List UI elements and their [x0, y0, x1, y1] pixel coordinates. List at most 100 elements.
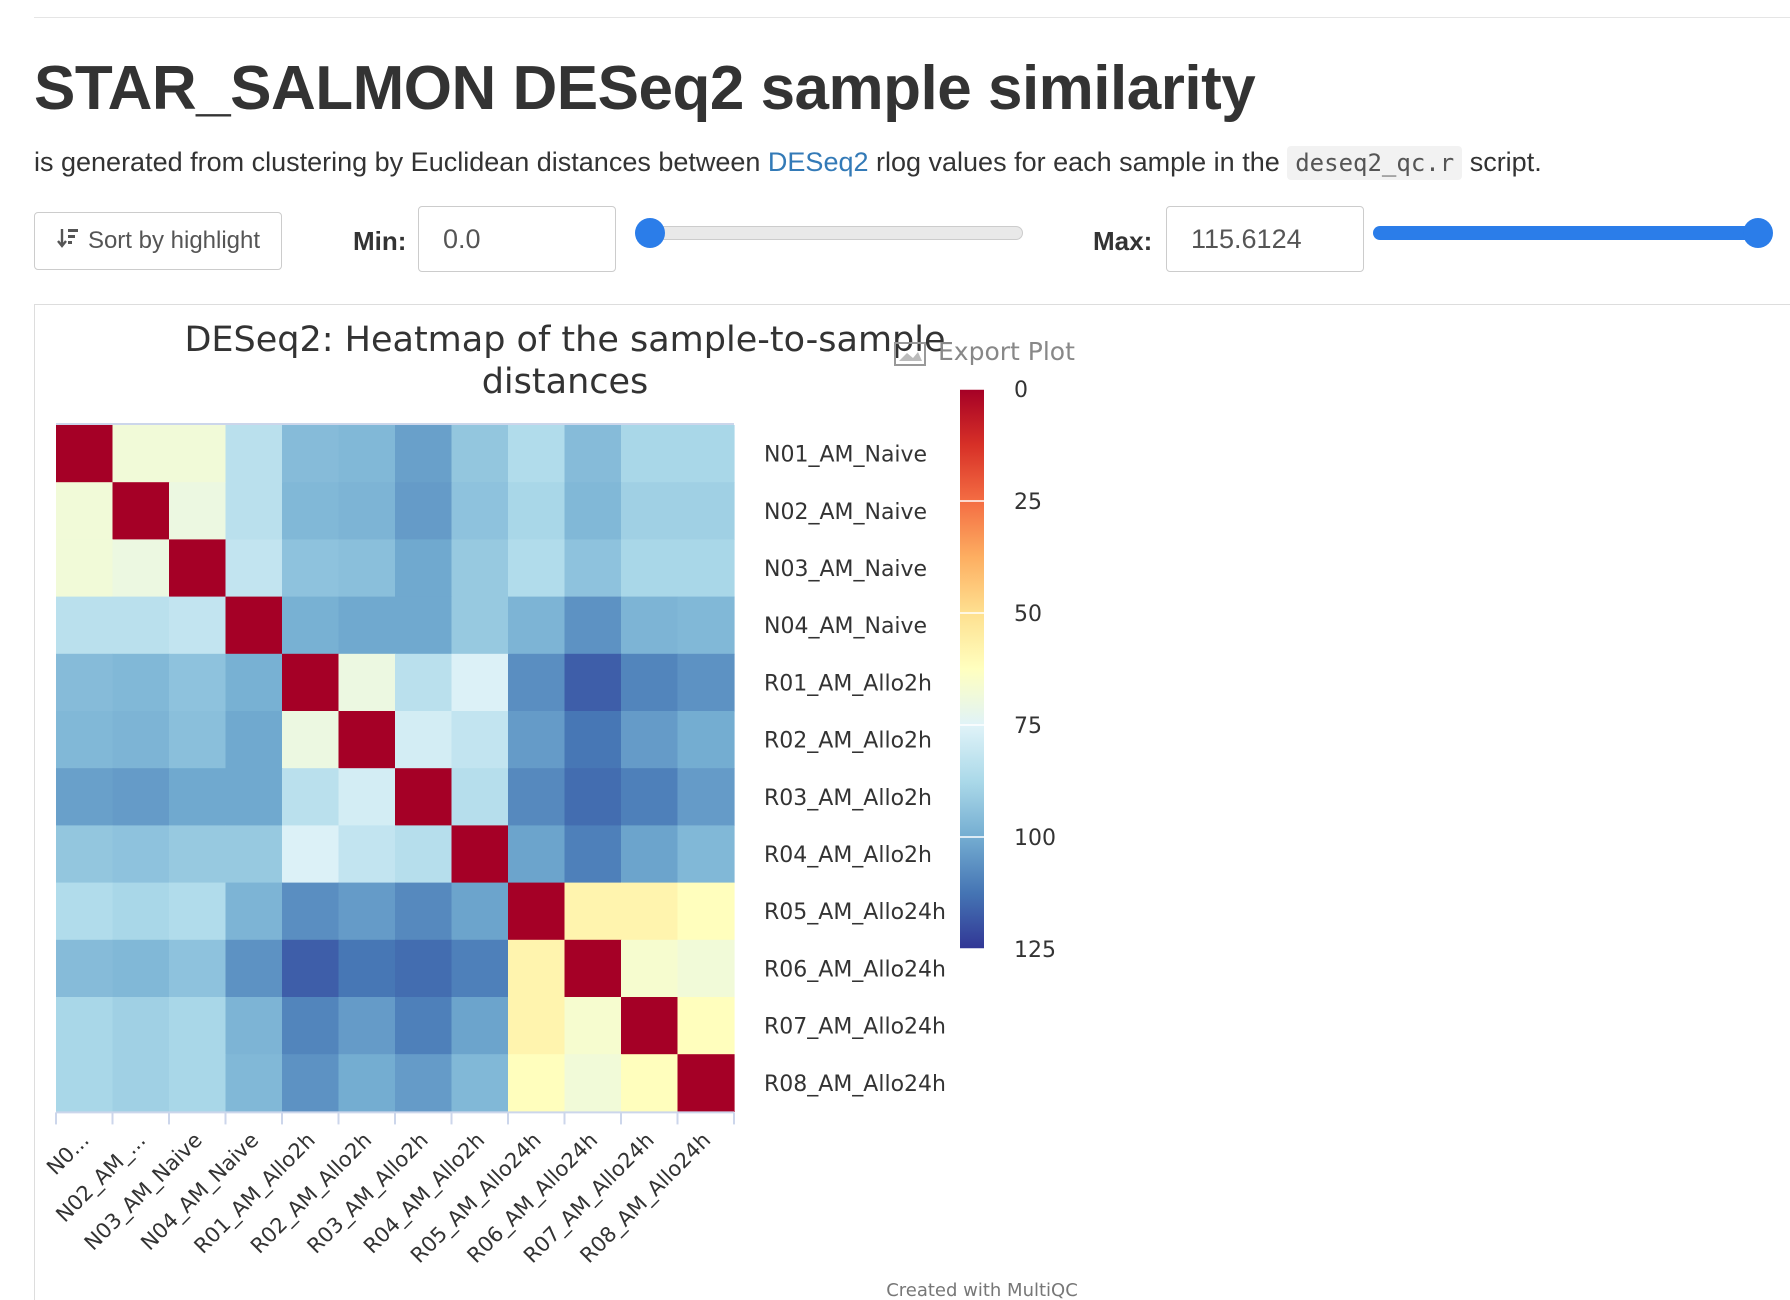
heatmap-cell[interactable] [112, 882, 170, 941]
heatmap-cell[interactable] [112, 596, 170, 655]
heatmap-cell[interactable] [282, 882, 340, 941]
heatmap-cell[interactable] [564, 768, 622, 826]
heatmap-cell[interactable] [225, 653, 283, 712]
heatmap-cell[interactable] [395, 425, 453, 483]
heatmap-cell[interactable] [508, 768, 566, 826]
heatmap-cell[interactable] [225, 1054, 283, 1112]
heatmap-cell[interactable] [282, 425, 340, 483]
heatmap-cell[interactable] [56, 653, 114, 712]
heatmap-cell[interactable] [169, 768, 227, 826]
heatmap-cell[interactable] [451, 653, 509, 712]
heatmap-cell[interactable] [395, 882, 453, 941]
heatmap-cell[interactable] [677, 825, 735, 884]
heatmap-cell[interactable] [677, 1054, 735, 1112]
heatmap-cell[interactable] [338, 482, 396, 540]
heatmap-cell[interactable] [621, 997, 679, 1055]
heatmap-cell[interactable] [56, 539, 114, 598]
heatmap-cell[interactable] [451, 711, 509, 769]
heatmap-cell[interactable] [56, 482, 114, 540]
heatmap-cell[interactable] [451, 825, 509, 884]
heatmap-cell[interactable] [621, 425, 679, 483]
heatmap-cell[interactable] [508, 882, 566, 941]
heatmap-cell[interactable] [395, 482, 453, 540]
heatmap-cell[interactable] [338, 997, 396, 1055]
heatmap-cell[interactable] [112, 653, 170, 712]
heatmap-cell[interactable] [56, 425, 114, 483]
heatmap-cell[interactable] [508, 1054, 566, 1112]
heatmap-cell[interactable] [621, 1054, 679, 1112]
max-slider-handle[interactable] [1743, 218, 1773, 248]
heatmap-cell[interactable] [169, 539, 227, 598]
heatmap-cell[interactable] [225, 539, 283, 598]
heatmap-cell[interactable] [225, 825, 283, 884]
max-slider-track[interactable] [1373, 226, 1771, 240]
heatmap-cell[interactable] [112, 1054, 170, 1112]
heatmap-cell[interactable] [112, 825, 170, 884]
heatmap-cell[interactable] [677, 768, 735, 826]
export-plot-button[interactable]: Export Plot [894, 337, 1075, 366]
heatmap-cell[interactable] [677, 539, 735, 598]
heatmap-cell[interactable] [282, 1054, 340, 1112]
heatmap-cell[interactable] [508, 997, 566, 1055]
heatmap-cell[interactable] [451, 425, 509, 483]
heatmap-cell[interactable] [56, 939, 114, 998]
heatmap-cell[interactable] [282, 825, 340, 884]
heatmap-cell[interactable] [282, 653, 340, 712]
heatmap-cell[interactable] [395, 711, 453, 769]
heatmap-cell[interactable] [677, 997, 735, 1055]
heatmap-cell[interactable] [112, 939, 170, 998]
sort-by-highlight-button[interactable]: Sort by highlight [34, 212, 282, 270]
heatmap-cell[interactable] [225, 596, 283, 655]
heatmap-cell[interactable] [508, 425, 566, 483]
heatmap-cell[interactable] [225, 997, 283, 1055]
heatmap-cell[interactable] [225, 711, 283, 769]
heatmap-cell[interactable] [621, 711, 679, 769]
heatmap-cell[interactable] [338, 1054, 396, 1112]
heatmap-cell[interactable] [282, 711, 340, 769]
heatmap-cell[interactable] [169, 1054, 227, 1112]
deseq2-link[interactable]: DESeq2 [767, 147, 869, 177]
heatmap-cell[interactable] [508, 596, 566, 655]
heatmap-cell[interactable] [338, 768, 396, 826]
heatmap-cell[interactable] [395, 653, 453, 712]
heatmap-cell[interactable] [225, 482, 283, 540]
heatmap-cell[interactable] [621, 882, 679, 941]
heatmap-cell[interactable] [338, 825, 396, 884]
heatmap-cell[interactable] [395, 539, 453, 598]
heatmap-cell[interactable] [564, 539, 622, 598]
heatmap-cell[interactable] [225, 882, 283, 941]
heatmap-cell[interactable] [621, 939, 679, 998]
heatmap-cell[interactable] [112, 711, 170, 769]
heatmap-cell[interactable] [621, 596, 679, 655]
heatmap-cell[interactable] [508, 939, 566, 998]
min-slider-handle[interactable] [635, 218, 665, 248]
heatmap-cell[interactable] [564, 711, 622, 769]
heatmap-cell[interactable] [621, 653, 679, 712]
heatmap-cell[interactable] [395, 825, 453, 884]
heatmap-cell[interactable] [169, 425, 227, 483]
heatmap-cell[interactable] [564, 882, 622, 941]
heatmap-cell[interactable] [564, 825, 622, 884]
heatmap-cell[interactable] [677, 482, 735, 540]
heatmap-cell[interactable] [112, 768, 170, 826]
heatmap-cell[interactable] [564, 425, 622, 483]
heatmap-cell[interactable] [564, 939, 622, 998]
heatmap-cell[interactable] [564, 482, 622, 540]
heatmap-cell[interactable] [564, 653, 622, 712]
heatmap-cell[interactable] [56, 882, 114, 941]
heatmap-cell[interactable] [169, 939, 227, 998]
heatmap-cell[interactable] [282, 539, 340, 598]
heatmap-cell[interactable] [395, 939, 453, 998]
heatmap-cell[interactable] [621, 825, 679, 884]
heatmap-cell[interactable] [564, 596, 622, 655]
heatmap-cell[interactable] [225, 939, 283, 998]
heatmap-cell[interactable] [169, 482, 227, 540]
heatmap-cell[interactable] [338, 653, 396, 712]
heatmap-cell[interactable] [338, 939, 396, 998]
heatmap-cell[interactable] [451, 482, 509, 540]
heatmap-cell[interactable] [451, 596, 509, 655]
heatmap-cell[interactable] [112, 997, 170, 1055]
heatmap-cell[interactable] [169, 711, 227, 769]
heatmap-cell[interactable] [677, 882, 735, 941]
heatmap-cell[interactable] [508, 825, 566, 884]
